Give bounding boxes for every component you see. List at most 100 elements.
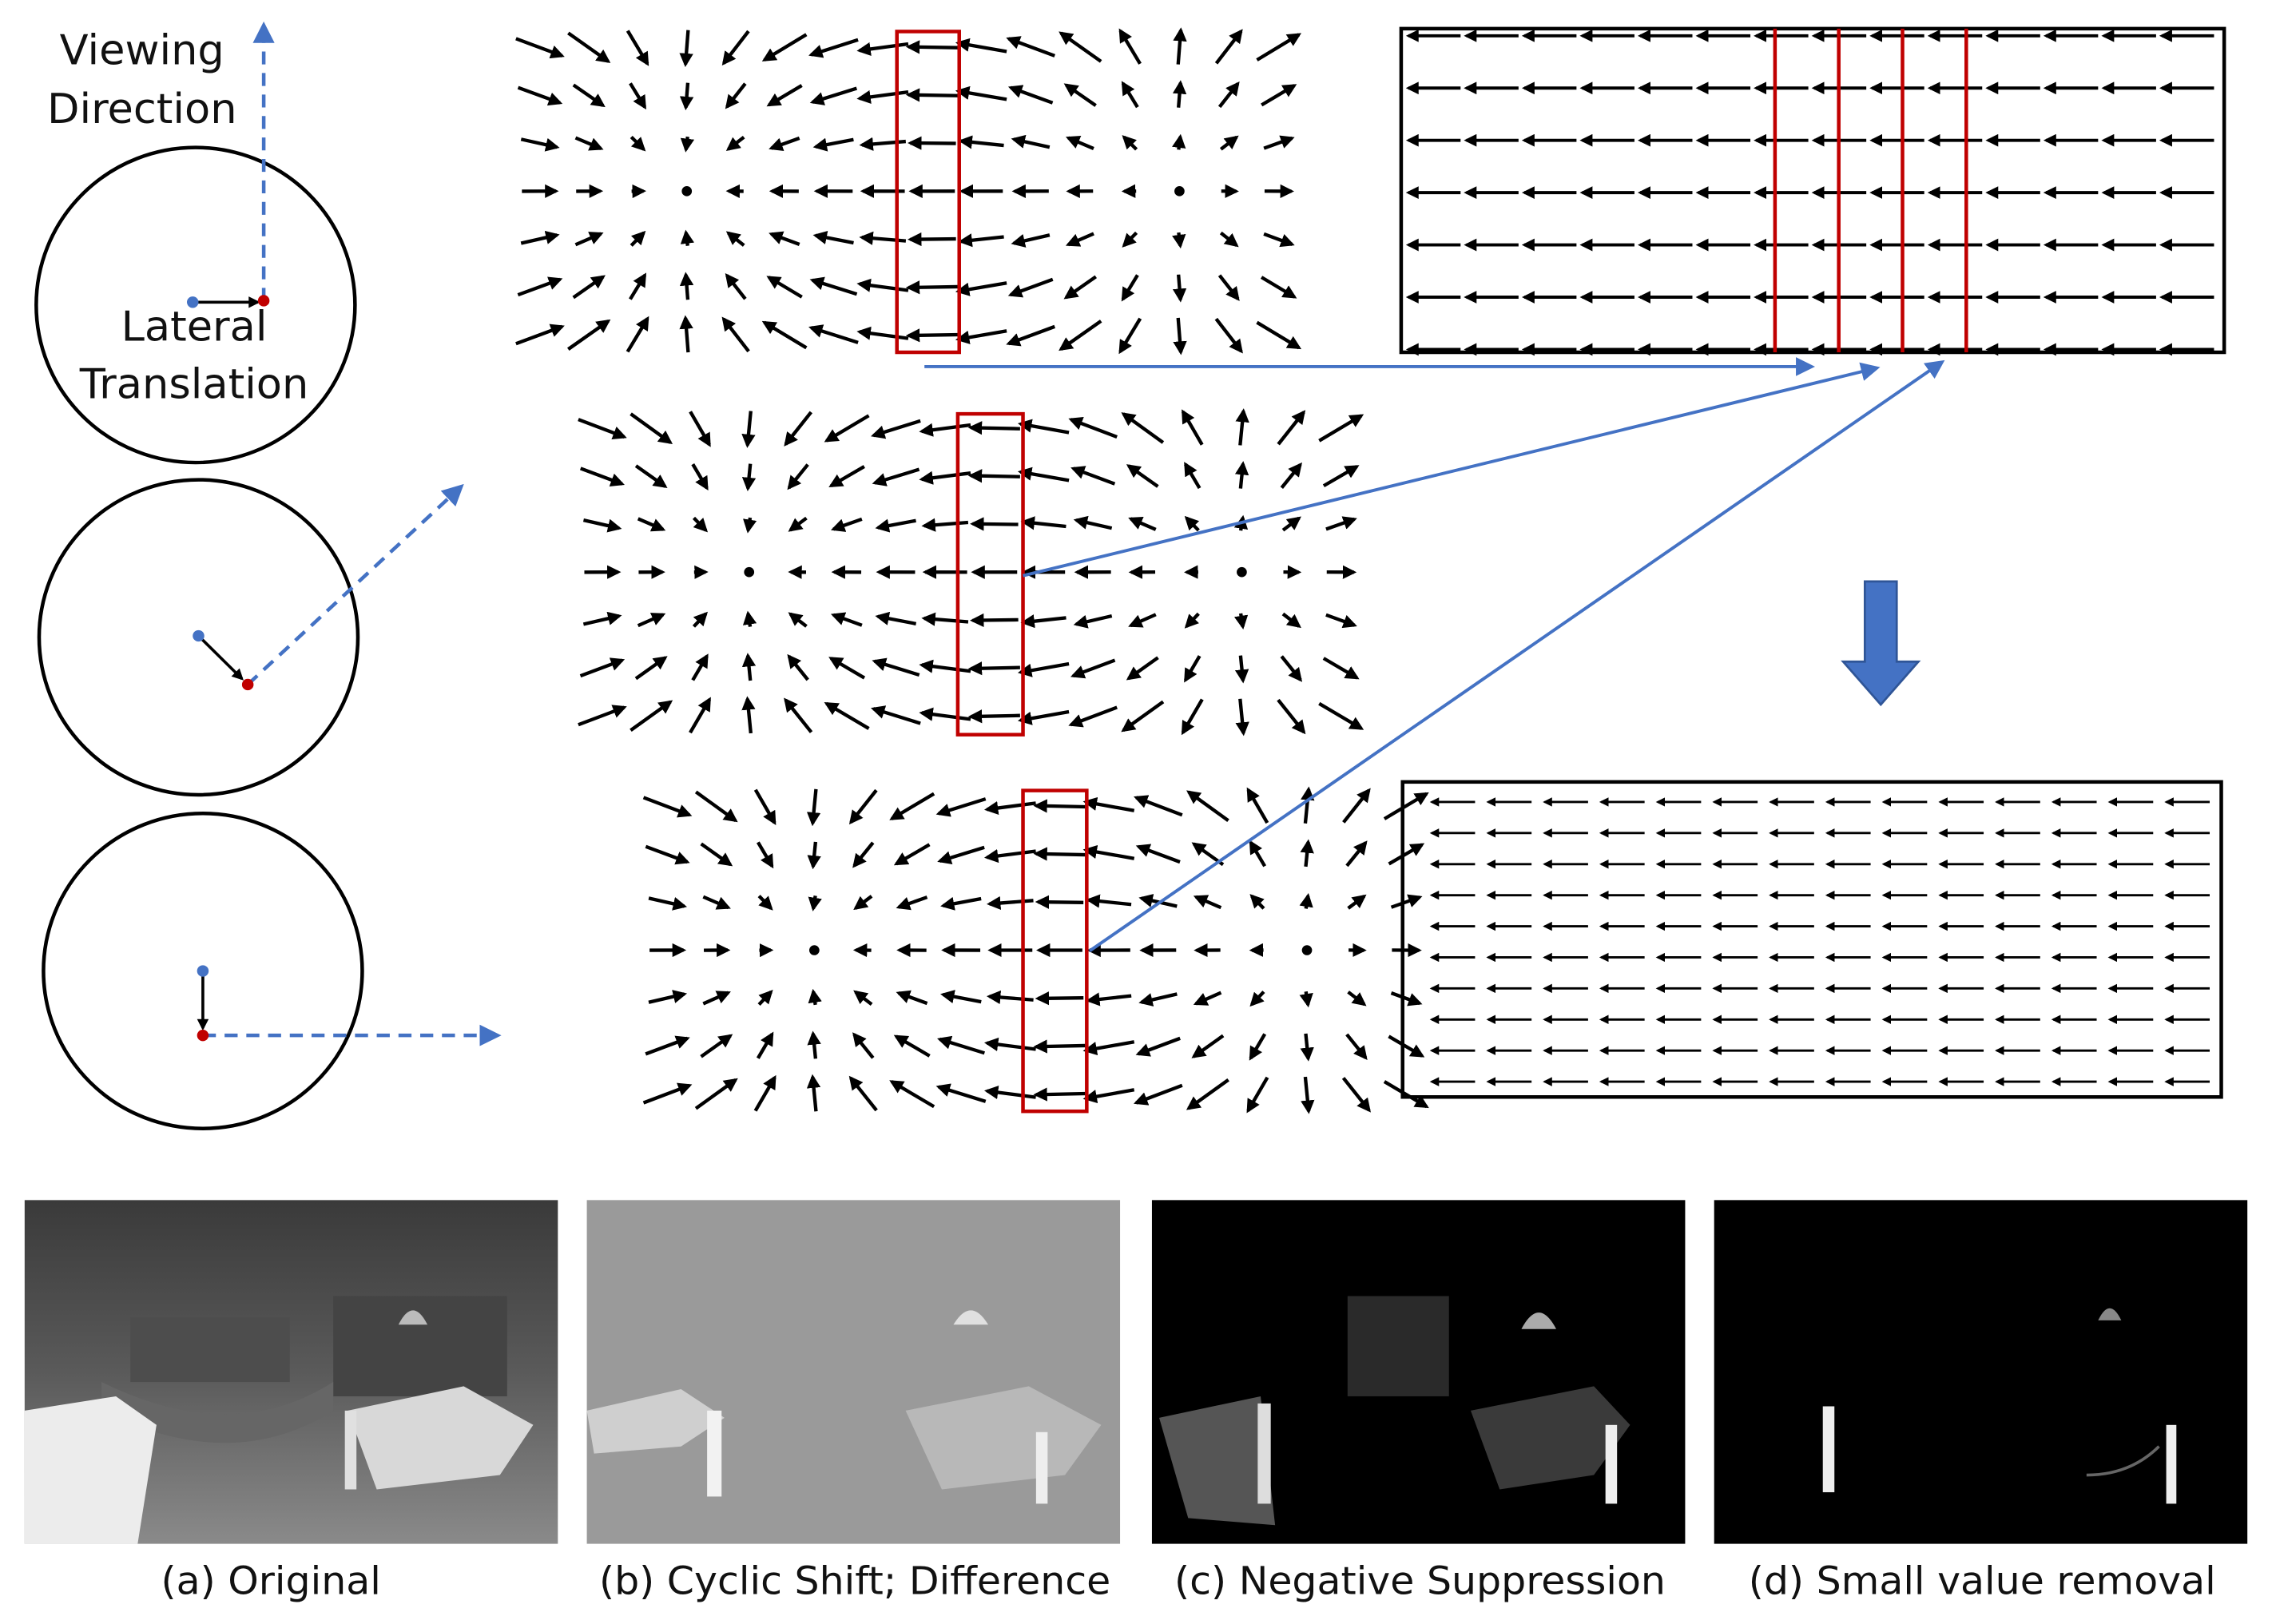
vector (1038, 998, 1083, 999)
vector (1142, 994, 1178, 1002)
vector (908, 335, 958, 336)
vector (628, 319, 648, 352)
vector (854, 1034, 873, 1058)
vector (1014, 235, 1050, 243)
vector (943, 995, 981, 1002)
vector (892, 794, 934, 819)
vector (748, 699, 751, 733)
vector (873, 421, 920, 435)
vector (1136, 1086, 1182, 1103)
view-line (248, 487, 461, 685)
vector (1178, 30, 1181, 65)
vector (693, 613, 705, 626)
label: Translation (79, 360, 309, 409)
point (681, 186, 692, 197)
vector (1186, 518, 1198, 530)
center-dot (193, 630, 205, 641)
vector (1241, 613, 1243, 627)
vector (924, 618, 968, 621)
vector (899, 897, 927, 907)
vector (939, 1087, 986, 1102)
vector (908, 95, 958, 96)
vector (748, 411, 751, 446)
label: Viewing (60, 26, 224, 75)
vector (1011, 280, 1053, 295)
vector (911, 143, 956, 144)
vector (644, 797, 690, 815)
vector (1305, 1077, 1309, 1111)
vector (1241, 656, 1243, 681)
vector (696, 1080, 736, 1109)
vector (1009, 327, 1055, 343)
caption: (c) Negative Suppression (1174, 1559, 1666, 1604)
vector (860, 44, 908, 50)
vector (1384, 794, 1427, 819)
vector (581, 468, 622, 483)
vector (1089, 996, 1132, 1001)
vector (1189, 792, 1229, 820)
vector (851, 790, 876, 822)
vector (971, 475, 1020, 476)
vector (1036, 806, 1086, 807)
vector (1178, 83, 1180, 108)
vector (1086, 850, 1134, 859)
shape (2167, 1425, 2177, 1504)
vector (583, 520, 619, 528)
vector (851, 1078, 876, 1110)
vector (1178, 318, 1181, 352)
shape (1348, 1296, 1449, 1396)
vector (638, 614, 663, 625)
vector (811, 328, 858, 343)
vector (939, 1039, 984, 1053)
vector (1241, 464, 1243, 489)
vector (812, 89, 856, 102)
vector (987, 1043, 1035, 1050)
vector (1183, 700, 1202, 733)
vector (1344, 790, 1369, 822)
vector (1076, 616, 1112, 624)
viewing-lines (203, 26, 497, 1035)
vector (631, 414, 671, 443)
shape (333, 1296, 507, 1396)
vector (812, 789, 816, 824)
vector (812, 1077, 816, 1111)
caption: (a) Original (161, 1559, 381, 1604)
vector (1305, 842, 1308, 867)
vector (1068, 233, 1094, 244)
vector (1020, 712, 1069, 721)
vector (578, 419, 625, 437)
vector (690, 700, 709, 733)
vector (1061, 321, 1101, 349)
vector (811, 40, 858, 55)
vector (892, 1082, 934, 1106)
vector (701, 844, 731, 864)
vector (1138, 1038, 1180, 1054)
vector (685, 30, 688, 65)
vector (686, 232, 688, 246)
vector (1278, 412, 1304, 444)
vector (644, 1086, 690, 1103)
vector (568, 33, 608, 61)
vector (1076, 520, 1112, 528)
vector (769, 277, 801, 297)
vector (873, 709, 920, 723)
vector (703, 993, 728, 1004)
vector (910, 239, 955, 240)
vector (831, 658, 864, 678)
vector (729, 137, 745, 149)
vector (759, 992, 771, 1005)
vector (1261, 277, 1294, 297)
vector (961, 237, 1004, 242)
vector (1038, 902, 1083, 903)
vector (1391, 993, 1420, 1003)
vector (574, 276, 603, 297)
point (809, 945, 820, 955)
vector (630, 83, 645, 107)
vector (1221, 137, 1237, 149)
vector (1086, 802, 1134, 811)
vector (701, 1035, 731, 1056)
vector (1123, 701, 1163, 730)
vector (1138, 847, 1180, 862)
vector (771, 138, 799, 149)
down-arrow (1843, 582, 1918, 705)
